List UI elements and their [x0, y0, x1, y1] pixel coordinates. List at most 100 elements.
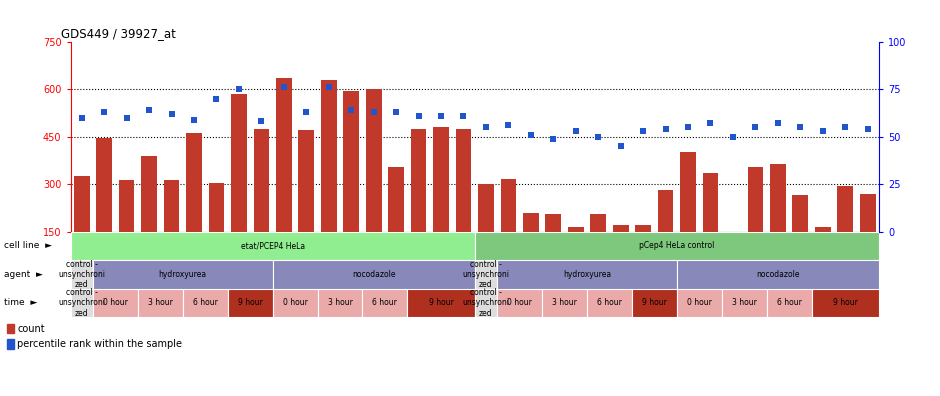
Text: time  ►: time ►	[4, 299, 37, 307]
Text: 3 hour: 3 hour	[148, 299, 173, 307]
Bar	[613, 225, 629, 279]
Bar	[209, 183, 225, 279]
Point	[748, 124, 763, 130]
Bar	[70, 232, 475, 260]
Point	[568, 128, 583, 134]
Bar	[587, 289, 632, 317]
Text: 0 hour: 0 hour	[508, 299, 532, 307]
Bar	[276, 78, 291, 279]
Bar	[363, 289, 407, 317]
Bar	[475, 232, 879, 260]
Point	[433, 112, 448, 119]
Bar	[318, 289, 363, 317]
Bar	[811, 289, 879, 317]
Bar	[96, 137, 112, 279]
Bar	[227, 289, 273, 317]
Bar	[635, 225, 651, 279]
Point	[209, 95, 224, 102]
Text: 9 hour: 9 hour	[642, 299, 666, 307]
Text: hydroxyurea: hydroxyurea	[159, 270, 207, 279]
Point	[164, 110, 180, 117]
Point	[613, 143, 628, 149]
Bar	[321, 80, 337, 279]
Bar	[722, 289, 767, 317]
Bar	[475, 260, 497, 289]
Bar	[478, 184, 494, 279]
Text: 9 hour: 9 hour	[429, 299, 453, 307]
Point	[186, 116, 201, 123]
Point	[254, 118, 269, 125]
Point	[142, 107, 157, 113]
Bar	[407, 289, 475, 317]
Point	[321, 84, 337, 90]
Point	[478, 124, 494, 130]
Point	[792, 124, 807, 130]
Text: 6 hour: 6 hour	[597, 299, 622, 307]
Bar	[273, 260, 475, 289]
Point	[635, 128, 650, 134]
Bar	[523, 213, 539, 279]
Bar	[702, 173, 718, 279]
Point	[119, 114, 134, 121]
Text: hydroxyurea: hydroxyurea	[563, 270, 611, 279]
Point	[703, 120, 718, 126]
Bar	[411, 129, 427, 279]
Bar	[475, 289, 497, 317]
Text: 3 hour: 3 hour	[552, 299, 577, 307]
Text: control -
unsynchroni
zed: control - unsynchroni zed	[462, 288, 509, 318]
Point	[726, 133, 741, 140]
Point	[97, 109, 112, 115]
Bar	[388, 167, 404, 279]
Text: count: count	[18, 324, 45, 333]
Bar	[231, 94, 247, 279]
Text: 3 hour: 3 hour	[327, 299, 352, 307]
Bar	[725, 233, 741, 279]
Point	[546, 135, 561, 142]
Bar	[118, 180, 134, 279]
Bar	[677, 260, 879, 289]
Bar	[366, 89, 382, 279]
Bar	[545, 214, 561, 279]
Bar	[838, 186, 854, 279]
Bar	[792, 195, 808, 279]
Bar	[164, 180, 180, 279]
Point	[658, 126, 673, 132]
Point	[299, 109, 314, 115]
Bar	[182, 289, 227, 317]
Bar	[681, 152, 696, 279]
Bar	[815, 227, 831, 279]
Bar	[7, 339, 14, 349]
Point	[590, 133, 605, 140]
Point	[231, 86, 246, 92]
Text: control -
unsynchroni
zed: control - unsynchroni zed	[462, 259, 509, 289]
Point	[388, 109, 403, 115]
Bar	[500, 179, 516, 279]
Point	[524, 131, 539, 138]
Bar	[141, 156, 157, 279]
Text: control -
unsynchroni
zed: control - unsynchroni zed	[58, 288, 105, 318]
Point	[456, 112, 471, 119]
Bar	[138, 289, 182, 317]
Text: 9 hour: 9 hour	[238, 299, 262, 307]
Bar	[456, 129, 471, 279]
Text: percentile rank within the sample: percentile rank within the sample	[18, 339, 182, 349]
Text: agent  ►: agent ►	[4, 270, 42, 279]
Point	[771, 120, 786, 126]
Point	[276, 84, 291, 90]
Text: 9 hour: 9 hour	[833, 299, 857, 307]
Bar	[298, 130, 314, 279]
Point	[681, 124, 696, 130]
Bar	[70, 289, 93, 317]
Bar	[93, 289, 138, 317]
Bar	[254, 129, 269, 279]
Bar	[343, 91, 359, 279]
Bar	[770, 164, 786, 279]
Bar	[568, 227, 584, 279]
Bar	[860, 194, 875, 279]
Bar	[590, 214, 606, 279]
Bar	[70, 260, 93, 289]
Text: control -
unsynchroni
zed: control - unsynchroni zed	[58, 259, 105, 289]
Point	[815, 128, 830, 134]
Bar	[93, 260, 273, 289]
Point	[74, 114, 89, 121]
